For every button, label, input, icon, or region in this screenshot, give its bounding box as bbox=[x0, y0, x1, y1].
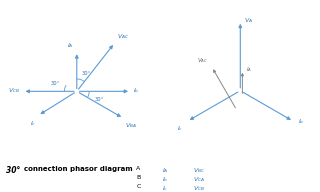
Text: $V_{BA}$: $V_{BA}$ bbox=[125, 121, 138, 130]
Text: $V_{AC}$: $V_{AC}$ bbox=[197, 56, 208, 65]
Text: $I_c$: $I_c$ bbox=[162, 184, 168, 192]
Text: $V_{CB}$: $V_{CB}$ bbox=[193, 184, 205, 192]
Text: $I_A$: $I_A$ bbox=[67, 41, 73, 50]
Text: $V_A$: $V_A$ bbox=[244, 16, 253, 25]
Text: $I_b$: $I_b$ bbox=[133, 86, 140, 95]
Text: $V_{CA}$: $V_{CA}$ bbox=[193, 175, 205, 184]
Text: $V_{BC}$: $V_{BC}$ bbox=[193, 166, 206, 175]
Text: A: A bbox=[136, 166, 140, 171]
Text: $I_b$: $I_b$ bbox=[162, 175, 168, 184]
Text: $I_c$: $I_c$ bbox=[30, 119, 36, 127]
Text: $I_A$: $I_A$ bbox=[246, 65, 252, 74]
Text: B: B bbox=[136, 175, 140, 180]
Text: $I_A$: $I_A$ bbox=[162, 166, 168, 175]
Text: $V_{CB}$: $V_{CB}$ bbox=[8, 86, 20, 95]
Text: 30°: 30° bbox=[51, 81, 60, 86]
Text: 30°: 30° bbox=[6, 166, 21, 175]
Text: C: C bbox=[136, 184, 140, 189]
Text: $I_c$: $I_c$ bbox=[177, 124, 184, 133]
Text: $I_b$: $I_b$ bbox=[298, 117, 304, 126]
Text: 30°: 30° bbox=[94, 97, 104, 102]
Text: 30°: 30° bbox=[82, 71, 91, 76]
Text: $V_{AC}$: $V_{AC}$ bbox=[116, 32, 129, 41]
Text: connection phasor diagram: connection phasor diagram bbox=[24, 166, 132, 172]
